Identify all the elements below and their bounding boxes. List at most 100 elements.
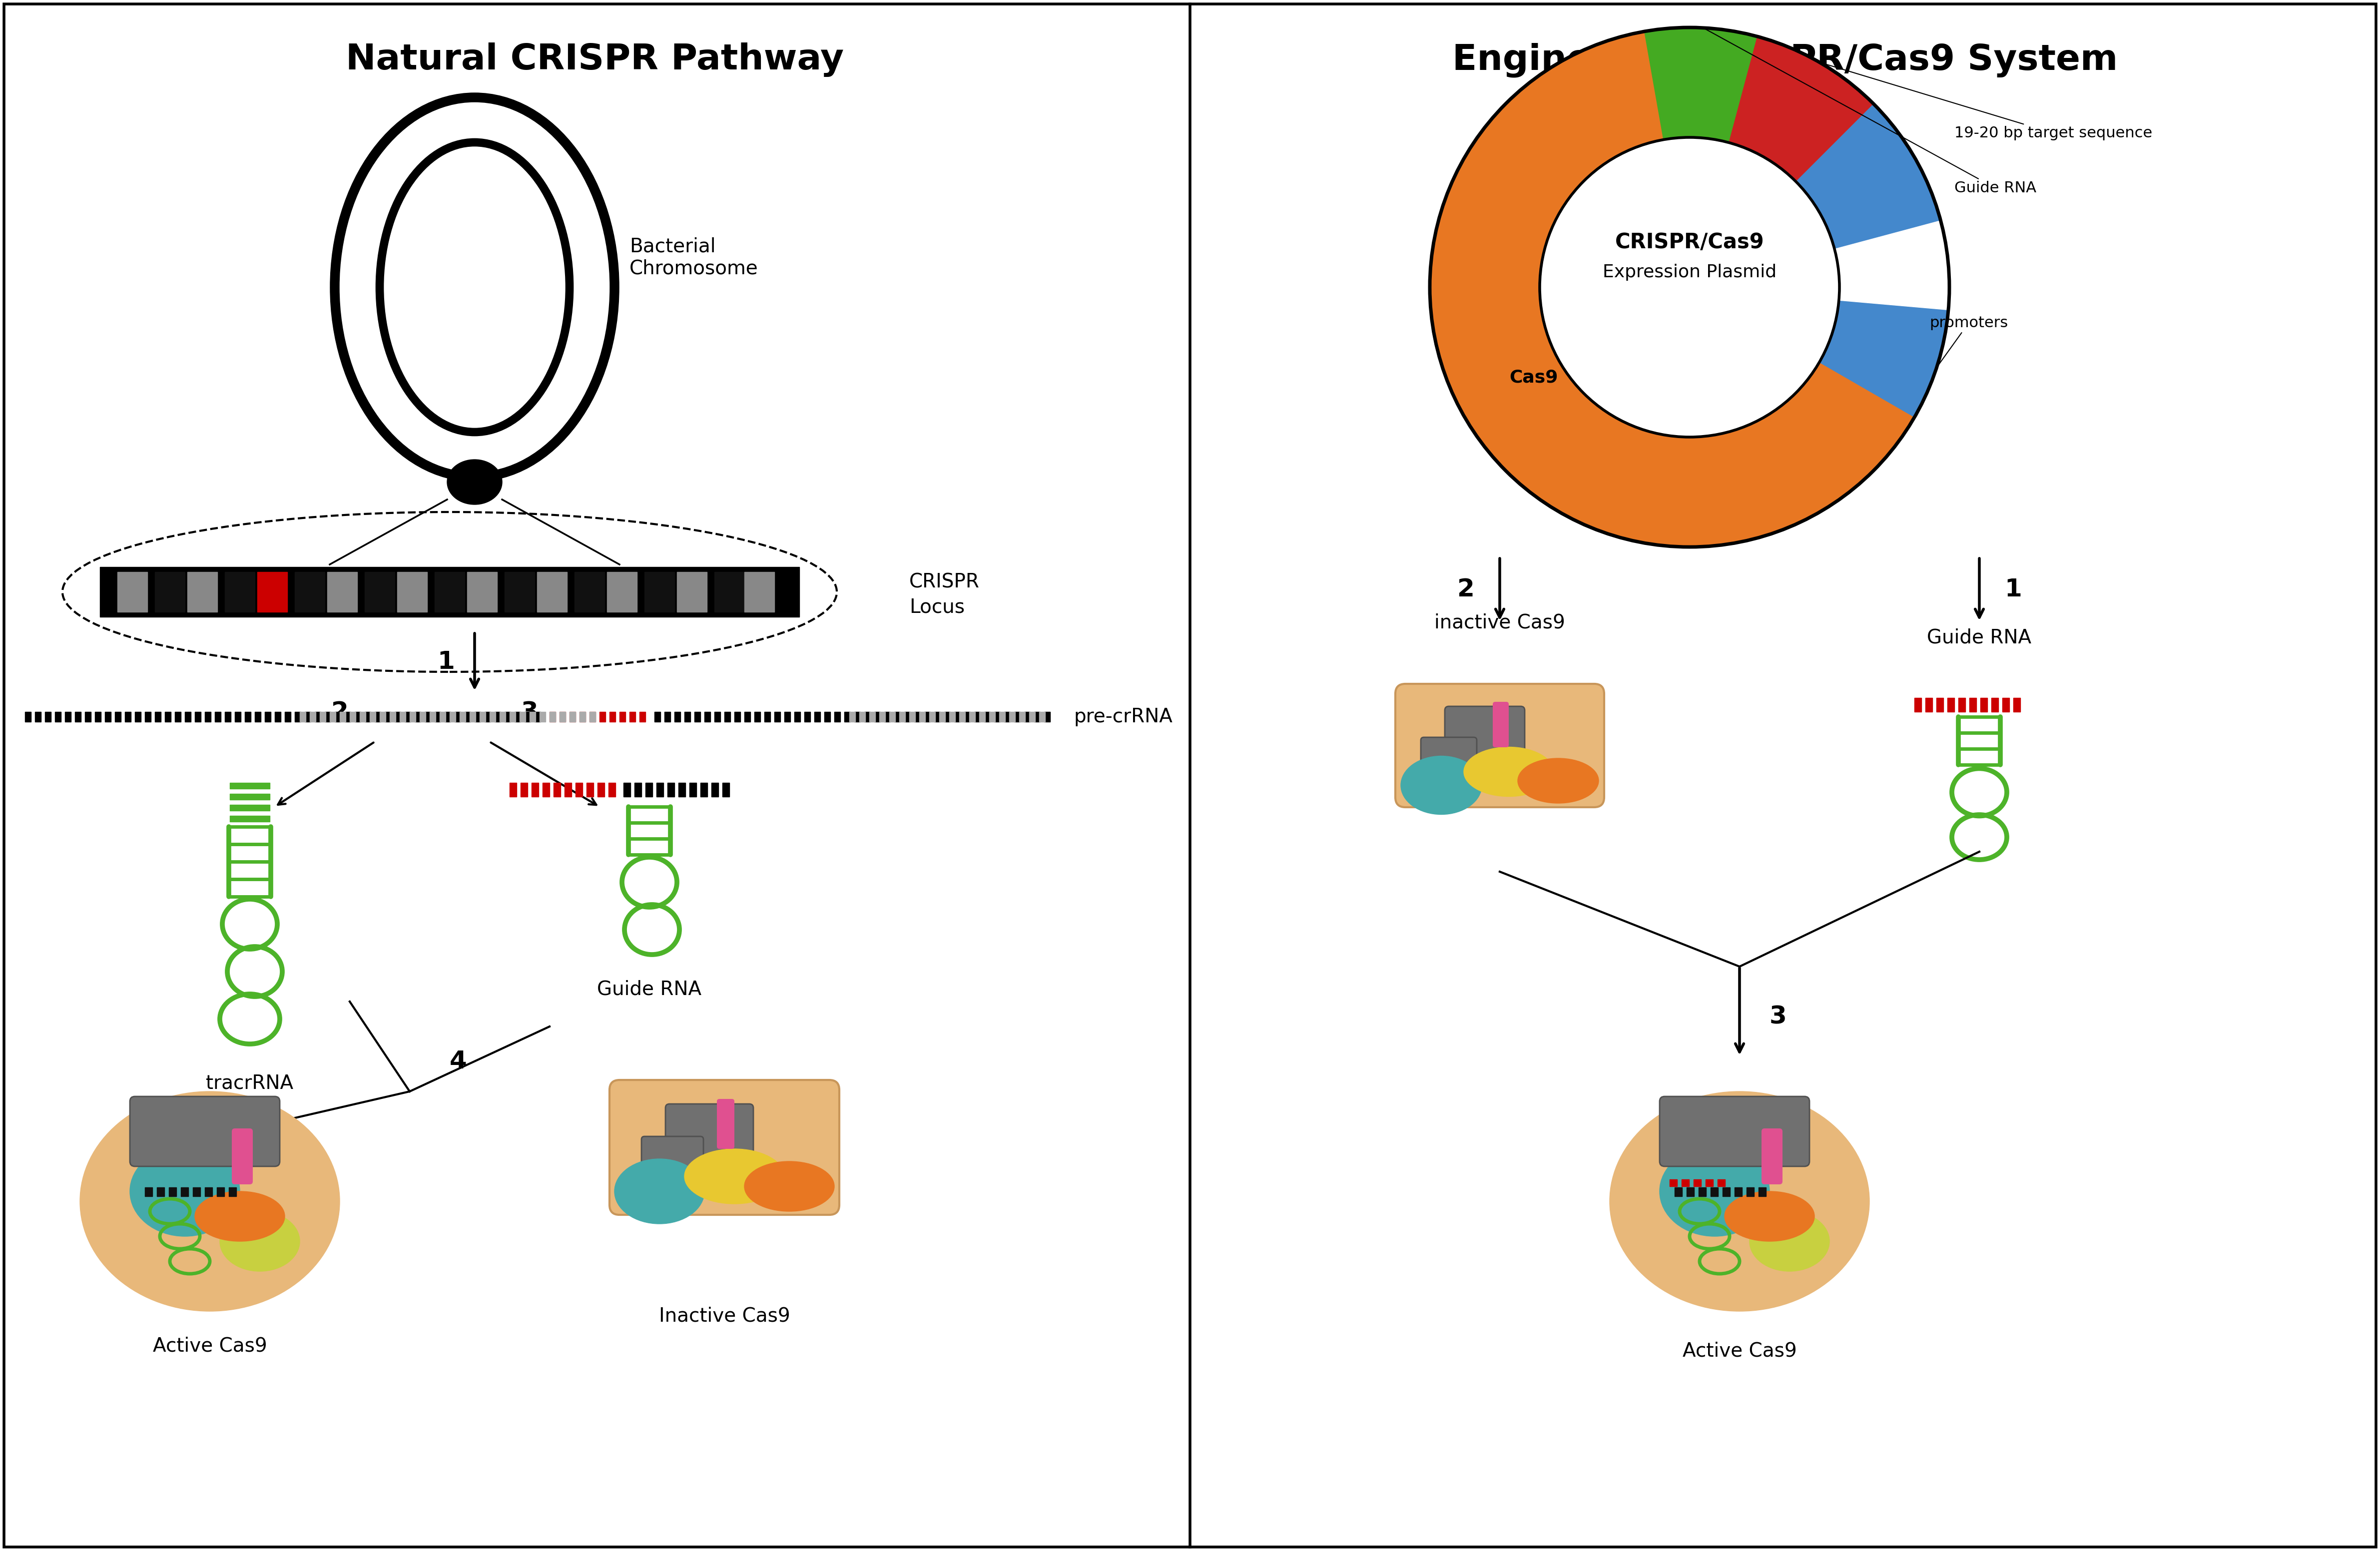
Bar — [1980, 698, 1987, 712]
Ellipse shape — [745, 1162, 835, 1211]
Bar — [578, 712, 585, 721]
Bar — [1968, 698, 1975, 712]
Bar — [885, 712, 890, 721]
Bar — [255, 712, 262, 721]
Text: tracrRNA: tracrRNA — [207, 1073, 293, 1093]
Bar — [114, 712, 121, 721]
Bar — [1000, 712, 1004, 721]
Bar — [1676, 1188, 1683, 1196]
Bar — [100, 568, 800, 617]
Bar — [193, 1188, 200, 1196]
Bar — [850, 712, 854, 721]
FancyBboxPatch shape — [131, 1097, 281, 1166]
Bar — [923, 712, 931, 721]
Bar — [431, 712, 436, 721]
Bar — [954, 712, 959, 721]
Bar — [745, 572, 774, 613]
Bar — [550, 712, 555, 721]
Bar — [555, 783, 562, 797]
Bar — [878, 712, 885, 721]
Bar — [1735, 1188, 1742, 1196]
Bar — [785, 712, 790, 721]
Bar — [117, 572, 148, 613]
Bar — [597, 783, 605, 797]
Wedge shape — [1645, 28, 1756, 287]
Bar — [509, 712, 516, 721]
Bar — [464, 712, 471, 721]
Bar — [864, 712, 871, 721]
Bar — [1014, 712, 1021, 721]
Text: Natural CRISPR Pathway: Natural CRISPR Pathway — [345, 42, 845, 78]
Text: Inactive Cas9: Inactive Cas9 — [659, 1306, 790, 1325]
Text: Engineered CRISPR/Cas9 System: Engineered CRISPR/Cas9 System — [1452, 42, 2118, 78]
Bar — [105, 712, 112, 721]
Bar — [735, 712, 740, 721]
Bar — [1023, 712, 1031, 721]
Bar — [845, 712, 850, 721]
Bar — [704, 712, 709, 721]
Bar — [823, 712, 831, 721]
Bar — [355, 712, 362, 721]
Bar — [1004, 712, 1009, 721]
Bar — [145, 712, 150, 721]
Bar — [331, 712, 336, 721]
Bar — [690, 783, 697, 797]
Bar — [569, 712, 576, 721]
Bar — [814, 712, 821, 721]
Bar — [359, 712, 367, 721]
Ellipse shape — [685, 1149, 785, 1204]
Bar — [424, 712, 431, 721]
Bar — [1711, 1188, 1718, 1196]
Bar — [1723, 1188, 1730, 1196]
FancyBboxPatch shape — [609, 1079, 840, 1214]
Bar — [657, 783, 664, 797]
Bar — [1992, 698, 1999, 712]
Bar — [369, 712, 376, 721]
Bar — [295, 712, 300, 721]
Bar — [678, 783, 685, 797]
Text: Expression Plasmid: Expression Plasmid — [1602, 264, 1775, 281]
Bar — [973, 712, 981, 721]
Bar — [745, 712, 750, 721]
Bar — [214, 712, 221, 721]
Bar — [319, 712, 326, 721]
Bar — [1747, 1188, 1754, 1196]
Ellipse shape — [1609, 1092, 1868, 1311]
Bar — [145, 1188, 152, 1196]
Bar — [386, 712, 390, 721]
Bar — [869, 712, 876, 721]
Bar — [300, 712, 305, 721]
Bar — [519, 712, 526, 721]
Bar — [124, 712, 131, 721]
Bar — [764, 712, 771, 721]
Ellipse shape — [336, 98, 614, 478]
Bar — [1937, 698, 1944, 712]
Bar — [305, 712, 312, 721]
Bar — [1687, 1188, 1695, 1196]
FancyBboxPatch shape — [1492, 701, 1509, 748]
Bar — [224, 572, 255, 613]
Text: 19-20 bp target sequence: 19-20 bp target sequence — [1821, 62, 2152, 140]
Bar — [574, 572, 605, 613]
FancyBboxPatch shape — [1395, 684, 1604, 807]
Ellipse shape — [195, 1191, 286, 1241]
Bar — [2013, 698, 2021, 712]
Bar — [1671, 1179, 1678, 1187]
Text: 3: 3 — [1768, 1005, 1787, 1028]
Text: 2: 2 — [331, 701, 347, 724]
Bar — [890, 712, 895, 721]
Text: inactive Cas9: inactive Cas9 — [1435, 613, 1566, 631]
Bar — [1028, 712, 1035, 721]
Bar — [576, 783, 583, 797]
Bar — [969, 712, 976, 721]
Bar — [157, 1188, 164, 1196]
Bar — [676, 572, 707, 613]
Bar — [224, 712, 231, 721]
Bar — [804, 712, 809, 721]
Wedge shape — [1690, 287, 1949, 417]
Bar — [607, 572, 638, 613]
Bar — [364, 712, 371, 721]
Bar — [381, 712, 386, 721]
Bar — [395, 712, 400, 721]
Bar — [538, 572, 566, 613]
